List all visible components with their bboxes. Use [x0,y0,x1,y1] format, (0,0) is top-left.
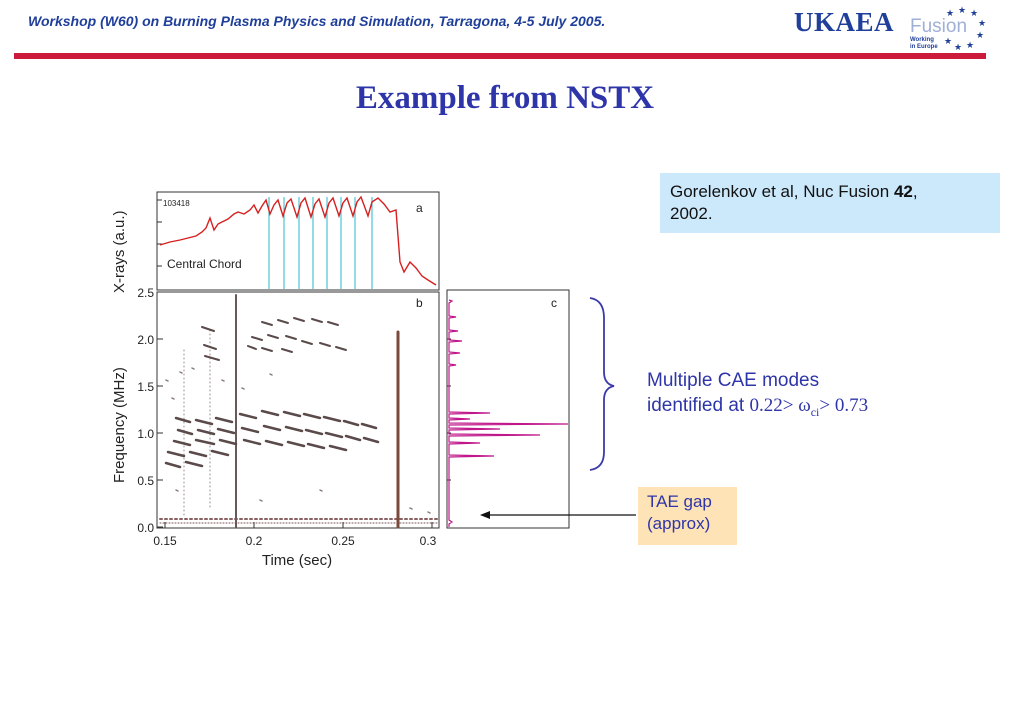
cae-math-sub: ci [810,404,820,419]
logo-fusion-text: Fusion [910,16,968,37]
cae-math-omega: ω [798,395,811,416]
panel-a-frame [156,191,440,291]
logo-sub-line2: in Europe [910,44,938,50]
cae-note-line1: Multiple CAE modes [647,370,820,391]
tae-note-line1: TAE gap [647,492,712,511]
cae-modes-note: Multiple CAE modes identified at 0.22> ω… [647,368,868,425]
cae-note-line2: identified at 0.22> ωci> 0.73 [647,393,868,425]
logo-ukaea-text: UKAEA [794,7,895,37]
reference-comma: , [912,182,918,201]
svg-text:★: ★ [976,31,984,41]
cae-math-right: > 0.73 [819,395,869,416]
svg-text:★: ★ [944,37,952,47]
svg-text:★: ★ [946,9,954,19]
cae-note-identified: identified at [647,395,745,416]
slide-title: Example from NSTX [355,80,655,116]
xtick-0-2: 0.2 [246,534,263,548]
cae-math-left: 0.22> [749,395,794,416]
workshop-header: Workshop (W60) on Burning Plasma Physics… [28,13,606,29]
spectrogram [159,294,438,529]
ukaea-fusion-logo: UKAEA Fusion Working in Europe ★ ★ ★ ★ ★ ★ ★… [794,4,990,52]
ytick-1-5: 1.5 [137,380,154,394]
xtick-0-3: 0.3 [420,534,437,548]
header-divider [14,53,986,59]
panel-a-label: a [416,201,423,215]
logo-sub-line1: Working [910,37,934,43]
svg-text:★: ★ [954,43,962,52]
panel-c-frame [446,289,570,529]
svg-text:★: ★ [958,6,966,16]
ytick-0-5: 0.5 [137,474,154,488]
cae-brace [589,297,615,471]
panel-b-label: b [416,296,423,310]
svg-text:★: ★ [970,9,978,19]
svg-text:★: ★ [966,41,974,51]
ytick-2-5: 2.5 [137,286,154,300]
reference-authors: Gorelenkov et al, Nuc Fusion [670,182,894,201]
tae-arrowhead [480,511,490,519]
xtick-0-15: 0.15 [153,534,177,548]
svg-text:★: ★ [978,19,986,29]
xtick-0-25: 0.25 [331,534,355,548]
cae-note-math: 0.22> ωci> 0.73 [749,395,869,419]
tae-note-line2: (approx) [647,514,711,533]
xray-trace [159,195,437,286]
panel-a-ylabel: X-rays (a.u.) [111,210,128,293]
panel-c-spectrum [448,299,569,527]
panel-c-label: c [551,296,557,310]
logo-subtext: Working in Europe [910,37,938,51]
panel-b-xlabel: Time (sec) [262,552,332,569]
reference-year: 2002. [670,204,713,223]
reference-box: Gorelenkov et al, Nuc Fusion 42, 2002. [660,173,1000,233]
reference-volume: 42 [893,182,913,201]
ytick-0-0: 0.0 [137,521,154,535]
eu-stars-icon: ★ ★★ ★★★ ★★ [944,6,986,52]
panel-a-annotation: Central Chord [167,257,242,271]
panel-b-frame [156,291,440,529]
panel-b-ylabel: Frequency (MHz) [111,367,128,483]
ytick-1-0: 1.0 [137,427,154,441]
panel-a-shot: 103418 [163,199,190,208]
ytick-2-0: 2.0 [137,333,154,347]
tae-gap-box: TAE gap (approx) [638,487,737,545]
